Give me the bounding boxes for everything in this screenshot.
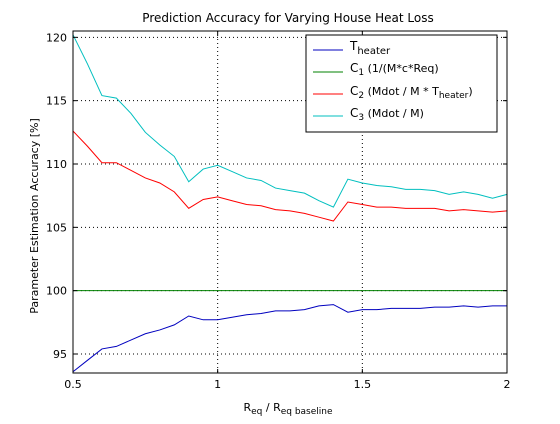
x-tick-label: 2 bbox=[504, 378, 511, 391]
legend-label-c1-main: C bbox=[350, 61, 358, 75]
legend-label-c2-main: C bbox=[350, 84, 358, 98]
series-line-t-heater bbox=[73, 305, 507, 372]
x-axis-label-slash: / R bbox=[262, 401, 281, 414]
legend-label-c2-rest-end: ) bbox=[468, 85, 472, 98]
legend-label-c2-rest-sub: heater bbox=[439, 91, 469, 101]
y-tick-label: 100 bbox=[46, 285, 67, 298]
chart-legend: Theater C1 (1/(M*c*Req) C2 (Mdot / M * T… bbox=[306, 35, 497, 132]
x-axis-label-sub1: eq bbox=[251, 407, 262, 417]
y-tick-label: 120 bbox=[46, 31, 67, 44]
x-tick-label: 1 bbox=[214, 378, 221, 391]
y-tick-label: 115 bbox=[46, 95, 67, 108]
x-tick-label: 0.5 bbox=[64, 378, 82, 391]
y-axis-label: Parameter Estimation Accuracy [%] bbox=[28, 118, 41, 314]
x-tick-label: 1.5 bbox=[354, 378, 372, 391]
legend-label-c3-rest: (Mdot / M) bbox=[364, 107, 424, 120]
legend-label-c1-rest: (1/(M*c*Req) bbox=[364, 62, 439, 75]
legend-label-c2-rest: (Mdot / M * T bbox=[364, 85, 439, 98]
chart-title: Prediction Accuracy for Varying House He… bbox=[142, 11, 433, 25]
y-tick-label: 110 bbox=[46, 158, 67, 171]
series-line-c2 bbox=[73, 131, 507, 221]
y-tick-label: 95 bbox=[53, 348, 67, 361]
legend-label-t-heater-sub: heater bbox=[357, 46, 391, 57]
y-tick-label: 105 bbox=[46, 221, 67, 234]
legend-label-c3-main: C bbox=[350, 106, 358, 120]
x-axis-label: Req / Req baseline bbox=[243, 401, 333, 417]
x-axis-label-sub2: eq baseline bbox=[281, 407, 333, 417]
